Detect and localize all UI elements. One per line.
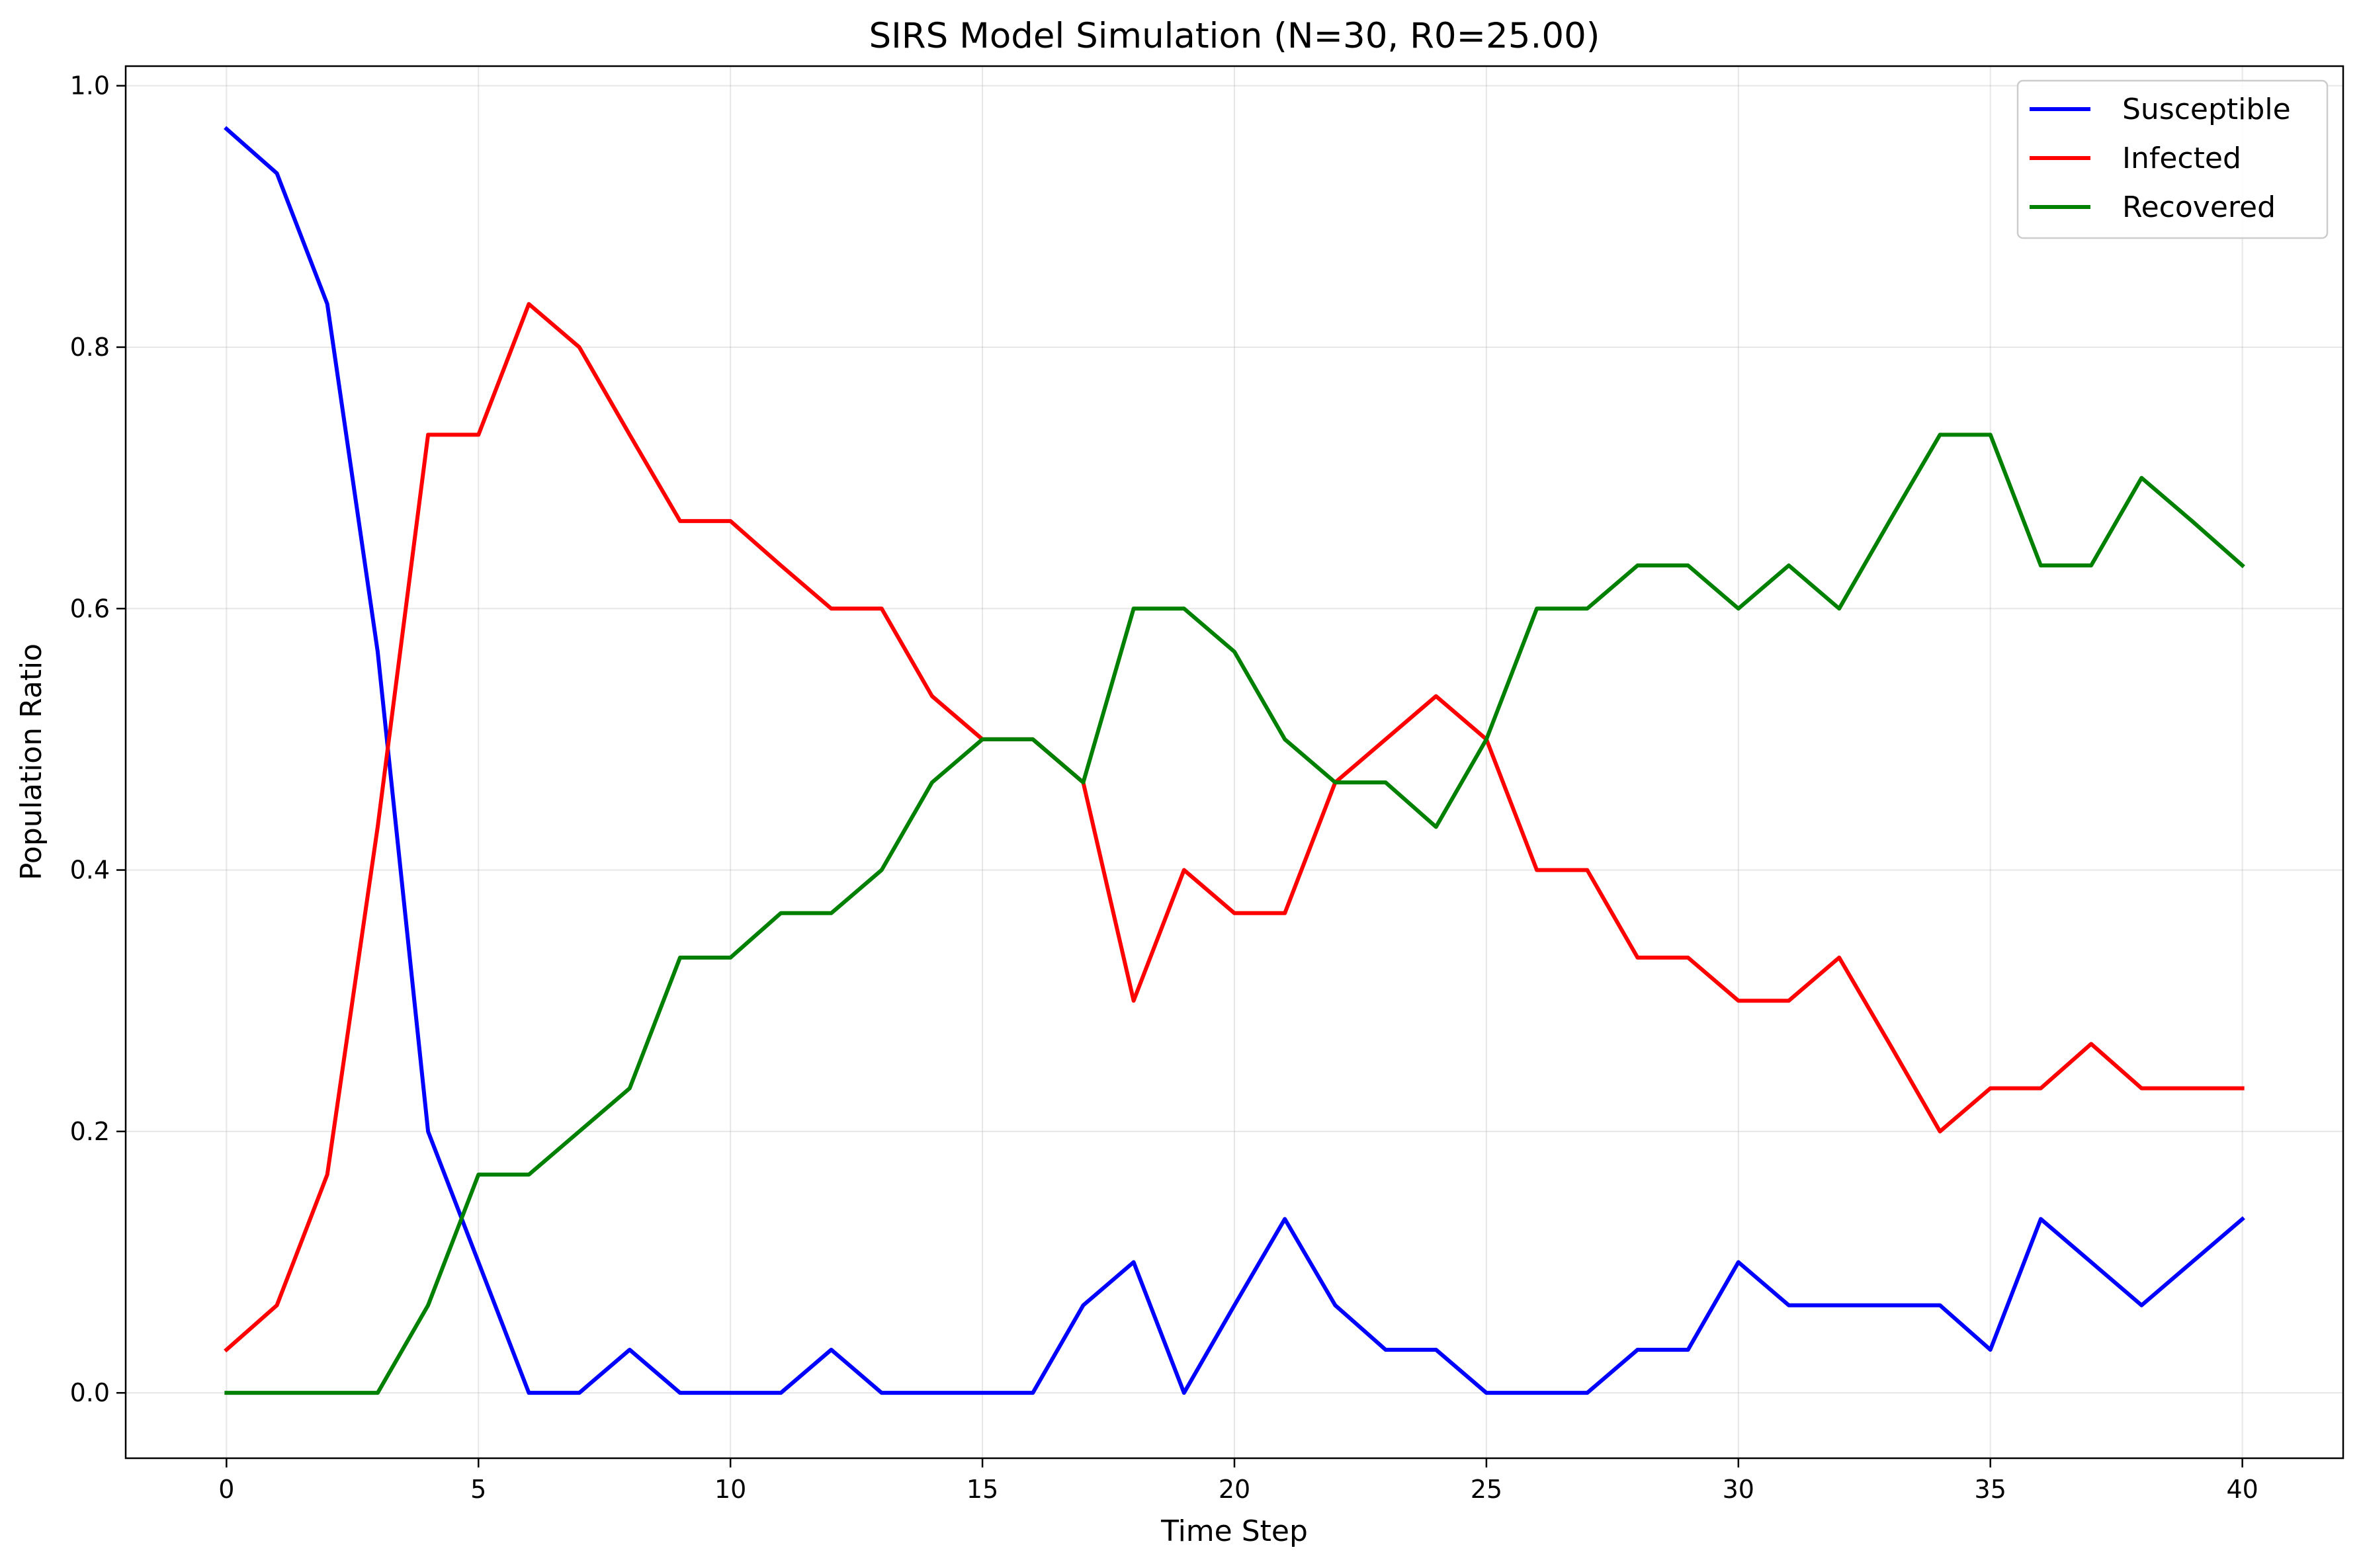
y-tick-label: 1.0 [70,71,110,101]
y-axis-label: Population Ratio [15,643,48,880]
series-line-susceptible [224,126,2245,1395]
x-tick-label: 5 [470,1475,486,1504]
x-tick-label: 25 [1471,1475,1502,1504]
series-lines [224,126,2245,1395]
y-tick-label: 0.8 [70,333,110,362]
x-tick-label: 35 [1975,1475,2006,1504]
x-tick-label: 30 [1723,1475,1754,1504]
series-line-infected [224,302,2245,1353]
y-tick-label: 0.0 [70,1378,110,1407]
legend: Susceptible Infected Recovered [2016,79,2329,239]
x-tick-label: 15 [967,1475,998,1504]
y-axis-ticks: 0.0 0.2 0.4 0.6 0.8 1.0 [70,71,126,1407]
y-tick-label: 0.6 [70,594,110,623]
x-axis-label: Time Step [1160,1514,1308,1548]
legend-label-infected: Infected [2122,142,2241,175]
legend-box [2016,79,2329,239]
chart-title: SIRS Model Simulation (N=30, R0=25.00) [869,16,1600,56]
legend-label-susceptible: Susceptible [2122,93,2291,126]
y-tick-label: 0.4 [70,856,110,885]
series-line-recovered [224,433,2245,1395]
y-tick-label: 0.2 [70,1117,110,1146]
x-axis-ticks: 0 5 10 15 20 25 30 35 40 [218,1458,2258,1504]
x-tick-label: 40 [2226,1475,2258,1504]
x-tick-label: 10 [714,1475,746,1504]
legend-label-recovered: Recovered [2122,190,2276,224]
x-tick-label: 0 [218,1475,234,1504]
grid [126,66,2343,1458]
x-tick-label: 20 [1219,1475,1250,1504]
